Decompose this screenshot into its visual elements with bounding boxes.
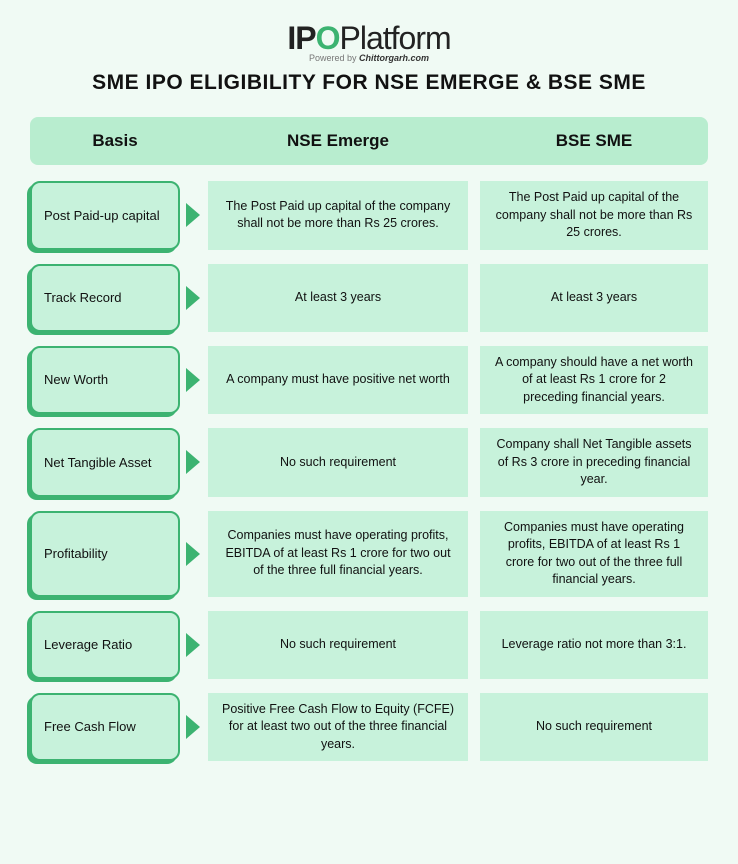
bse-cell: At least 3 years (480, 264, 708, 332)
brand-logo: IPOPlatform Powered by Chittorgarh.com (30, 20, 708, 63)
table-row: Leverage Ratio No such requirementLeverag… (30, 611, 708, 679)
basis-cell: Leverage Ratio (30, 611, 200, 679)
chevron-right-icon (186, 450, 200, 474)
nse-cell: The Post Paid up capital of the company … (208, 181, 468, 250)
basis-label: Free Cash Flow (30, 693, 180, 762)
nse-cell: Companies must have operating profits, E… (208, 511, 468, 597)
chevron-right-icon (186, 368, 200, 392)
chevron-right-icon (186, 203, 200, 227)
table-row: Post Paid-up capital The Post Paid up cap… (30, 181, 708, 250)
bse-cell: Companies must have operating profits, E… (480, 511, 708, 597)
brand-part1: IP (287, 20, 315, 56)
chevron-right-icon (186, 542, 200, 566)
basis-cell: Track Record (30, 264, 200, 332)
powered-prefix: Powered by (309, 53, 359, 63)
brand-part2: Platform (339, 20, 450, 56)
nse-cell: No such requirement (208, 428, 468, 497)
bse-cell: Company shall Net Tangible assets of Rs … (480, 428, 708, 497)
table-header: Basis NSE Emerge BSE SME (30, 117, 708, 165)
table-row: Free Cash Flow Positive Free Cash Flow to… (30, 693, 708, 762)
chevron-right-icon (186, 633, 200, 657)
powered-by: Powered by Chittorgarh.com (30, 53, 708, 63)
nse-cell: No such requirement (208, 611, 468, 679)
page-title: SME IPO ELIGIBILITY FOR NSE EMERGE & BSE… (30, 71, 708, 95)
basis-label: Leverage Ratio (30, 611, 180, 679)
basis-cell: Net Tangible Asset (30, 428, 200, 497)
bse-cell: No such requirement (480, 693, 708, 762)
basis-label: Net Tangible Asset (30, 428, 180, 497)
brand-o: O (316, 20, 340, 56)
table-row: New Worth A company must have positive ne… (30, 346, 708, 415)
basis-cell: Profitability (30, 511, 200, 597)
basis-label: Profitability (30, 511, 180, 597)
nse-cell: Positive Free Cash Flow to Equity (FCFE)… (208, 693, 468, 762)
basis-cell: New Worth (30, 346, 200, 415)
powered-name: Chittorgarh.com (359, 53, 429, 63)
basis-label: Track Record (30, 264, 180, 332)
nse-cell: At least 3 years (208, 264, 468, 332)
table-row: Profitability Companies must have operati… (30, 511, 708, 597)
basis-cell: Post Paid-up capital (30, 181, 200, 250)
basis-label: Post Paid-up capital (30, 181, 180, 250)
table-row: Track Record At least 3 yearsAt least 3 y… (30, 264, 708, 332)
bse-cell: The Post Paid up capital of the company … (480, 181, 708, 250)
basis-label: New Worth (30, 346, 180, 415)
chevron-right-icon (186, 286, 200, 310)
header-bse: BSE SME (480, 131, 708, 151)
nse-cell: A company must have positive net worth (208, 346, 468, 415)
header-basis: Basis (30, 131, 200, 151)
bse-cell: Leverage ratio not more than 3:1. (480, 611, 708, 679)
header-nse: NSE Emerge (208, 131, 468, 151)
chevron-right-icon (186, 715, 200, 739)
basis-cell: Free Cash Flow (30, 693, 200, 762)
bse-cell: A company should have a net worth of at … (480, 346, 708, 415)
table-row: Net Tangible Asset No such requirementCom… (30, 428, 708, 497)
